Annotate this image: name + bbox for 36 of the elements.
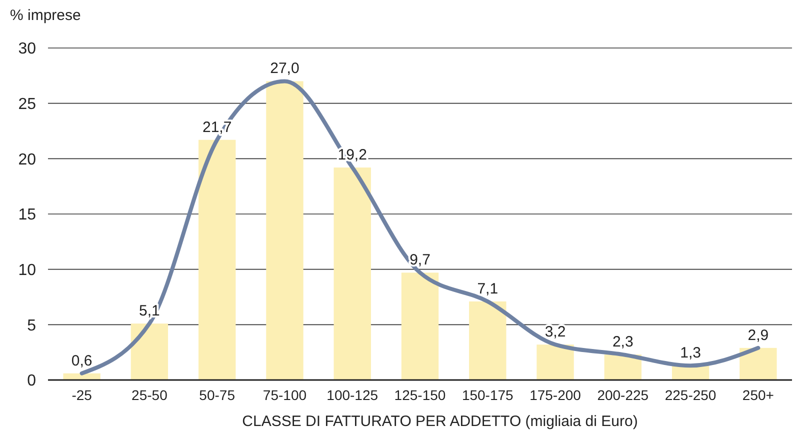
x-tick-label: 175-200 (530, 387, 582, 403)
data-label: 3,2 (544, 324, 566, 341)
x-tick-label: 150-175 (462, 387, 514, 403)
y-tick-label: 15 (18, 206, 36, 224)
data-label: 27,0 (270, 60, 300, 78)
data-label: 2,3 (612, 334, 634, 351)
y-tick-label: 5 (27, 317, 36, 334)
bar (266, 81, 304, 380)
x-axis-title: CLASSE DI FATTURATO PER ADDETTO (migliaia di Euro) (242, 413, 638, 430)
x-tick-label: -25 (72, 387, 92, 403)
x-tick-label: 225-250 (664, 387, 716, 403)
bar (334, 168, 371, 380)
bar (740, 348, 777, 380)
x-tick-label: 125-150 (394, 387, 446, 403)
data-label: 0,6 (71, 352, 92, 370)
data-label: 2,9 (748, 326, 769, 344)
y-tick-label: 10 (18, 262, 36, 279)
y-tick-label: 30 (18, 40, 36, 58)
x-tick-label: 75-100 (262, 387, 307, 403)
y-tick-label: 20 (18, 151, 36, 168)
x-tick-label: 250+ (742, 387, 774, 403)
bar (536, 344, 574, 380)
y-tick-label: 0 (27, 372, 36, 390)
bar (401, 272, 439, 380)
x-tick-label: 100-125 (326, 387, 378, 403)
data-label: 9,7 (410, 252, 430, 269)
bar (198, 140, 236, 380)
x-tick-label: 50-75 (199, 387, 236, 403)
x-tick-label: 25-50 (132, 387, 168, 403)
data-label: 1,3 (680, 344, 701, 362)
data-label: 7,1 (477, 280, 498, 298)
bar (130, 324, 168, 380)
x-tick-label: 200-225 (597, 387, 649, 403)
bar (469, 301, 506, 380)
y-axis-title: % imprese (10, 7, 81, 24)
y-tick-label: 25 (18, 96, 36, 113)
